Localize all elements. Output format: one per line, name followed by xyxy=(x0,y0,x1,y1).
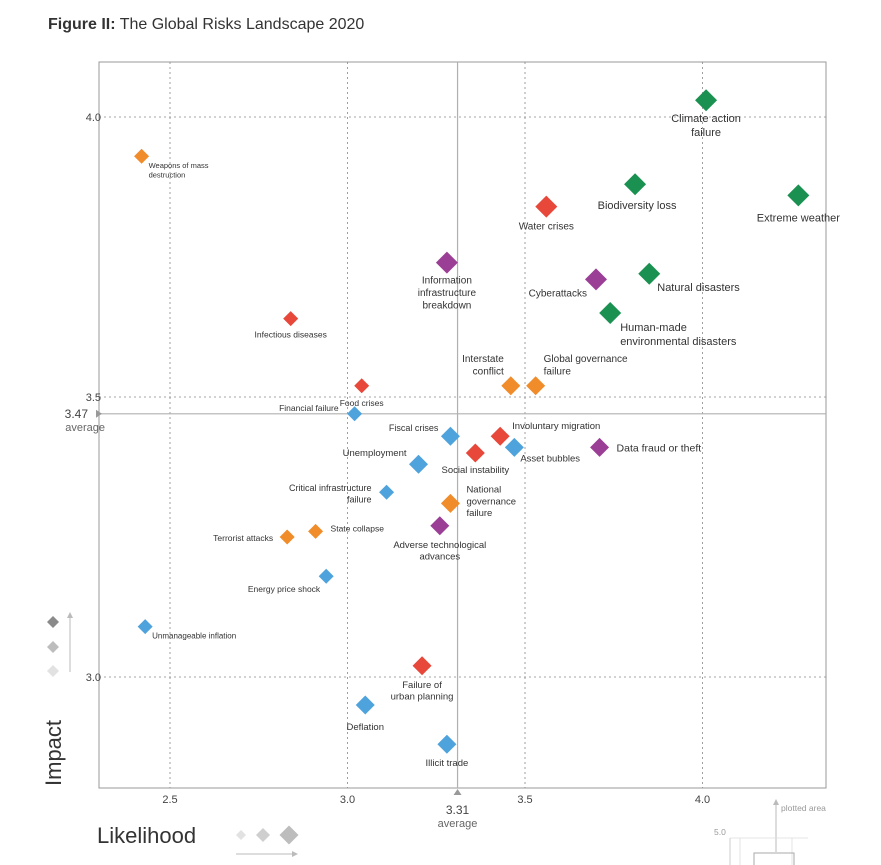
likelihood-legend-diamond-small xyxy=(236,830,246,840)
y-tick-label: 4.0 xyxy=(86,112,101,124)
point-label: Climate action failure xyxy=(671,113,741,139)
point-label: Financial failure xyxy=(279,403,339,413)
average-x-value: 3.31 xyxy=(446,803,470,817)
point-label: Biodiversity loss xyxy=(598,200,677,212)
risk-point xyxy=(504,437,524,457)
y-tick-label: 3.5 xyxy=(86,392,101,404)
risk-point xyxy=(134,148,150,164)
x-tick-label: 3.0 xyxy=(340,794,355,806)
grid-lines xyxy=(99,62,826,788)
x-tick-label: 4.0 xyxy=(695,794,710,806)
likelihood-arrow-head xyxy=(292,851,298,857)
point-label: Interstate conflict xyxy=(462,354,504,378)
risk-point xyxy=(599,302,622,324)
point-label: Extreme weather xyxy=(757,212,840,224)
point-label: Energy price shock xyxy=(248,584,321,594)
x-axis-title: Likelihood xyxy=(97,823,196,848)
risk-point xyxy=(409,454,428,474)
likelihood-legend-diamond-large xyxy=(279,825,299,845)
figure-title: Figure II: The Global Risks Landscape 20… xyxy=(48,16,364,34)
risk-point xyxy=(590,437,610,457)
point-label: Social instability xyxy=(442,465,510,476)
point-label: Human-made environmental disasters xyxy=(620,322,737,348)
point-label: Adverse technological advances xyxy=(393,540,486,563)
average-y-label: average xyxy=(65,422,105,434)
data-points xyxy=(134,89,810,754)
impact-legend-diamond-dark xyxy=(47,616,59,628)
risk-point xyxy=(308,523,324,539)
point-label: Food crises xyxy=(340,398,384,408)
risk-point xyxy=(440,426,460,446)
figure-title-text: The Global Risks Landscape 2020 xyxy=(119,16,365,33)
risk-point xyxy=(355,695,375,715)
point-label: Illicit trade xyxy=(426,758,469,769)
risk-point xyxy=(354,378,370,394)
point-label: Critical infrastructure failure xyxy=(289,483,372,504)
average-x-marker xyxy=(453,789,462,795)
risk-point xyxy=(283,311,299,327)
point-label: Unemployment xyxy=(343,448,407,459)
point-label: Natural disasters xyxy=(657,282,740,294)
point-label: National governance failure xyxy=(466,484,516,519)
risk-point xyxy=(430,516,450,536)
risk-point xyxy=(279,529,295,545)
risk-point xyxy=(787,184,810,207)
axis-decorations: Impact Likelihood plotted area 5.0 xyxy=(41,612,826,865)
point-label: Information infrastructure breakdown xyxy=(418,276,477,312)
point-label: Asset bubbles xyxy=(520,453,580,464)
risk-point xyxy=(490,426,510,446)
x-tick-label: 3.5 xyxy=(517,794,532,806)
risk-point xyxy=(347,406,363,422)
point-label: Deflation xyxy=(347,722,385,733)
impact-legend-diamond-mid xyxy=(47,641,59,653)
figure-prefix: Figure II: xyxy=(48,16,116,33)
point-label: Cyberattacks xyxy=(529,288,587,299)
impact-legend-diamond-light xyxy=(47,665,59,677)
risk-point xyxy=(535,195,558,218)
point-label: Water crises xyxy=(519,222,574,233)
inset-value: 5.0 xyxy=(714,827,726,837)
point-label: Failure of urban planning xyxy=(391,680,454,703)
point-label: Data fraud or theft xyxy=(617,442,702,454)
inset-pointer-head xyxy=(773,799,779,805)
inset-label: plotted area xyxy=(781,803,826,813)
risk-point xyxy=(695,89,718,112)
point-label: Fiscal crises xyxy=(389,423,439,433)
point-label: Weapons of mass destruction xyxy=(149,161,209,179)
risk-point xyxy=(318,568,334,584)
axis-ticks: 2.5 3.0 3.5 4.0 3.0 3.5 4.0 xyxy=(86,112,710,806)
x-tick-label: 2.5 xyxy=(162,794,177,806)
impact-arrow-head xyxy=(67,612,73,618)
likelihood-legend-diamond-mid xyxy=(256,828,270,842)
point-label: Unmanageable inflation xyxy=(152,632,236,641)
risk-point xyxy=(465,443,485,463)
risk-point xyxy=(624,173,647,196)
point-label: Involuntary migration xyxy=(512,421,600,432)
plot-frame xyxy=(98,61,827,789)
plot-border xyxy=(98,61,827,789)
risk-point xyxy=(501,376,521,396)
point-label: Global governance failure xyxy=(544,354,628,378)
point-labels: Climate action failure Extreme weather Biod… xyxy=(149,113,841,769)
risk-point xyxy=(585,268,607,291)
risk-point xyxy=(379,484,395,500)
point-label: Terrorist attacks xyxy=(213,533,273,543)
risk-point xyxy=(526,376,546,396)
risk-point xyxy=(412,656,432,676)
average-y-value: 3.47 xyxy=(65,407,89,421)
inset-plotted-area xyxy=(753,852,795,865)
average-x-label: average xyxy=(438,818,478,830)
risk-point xyxy=(137,619,153,635)
y-tick-label: 3.0 xyxy=(86,672,101,684)
risk-point xyxy=(638,262,661,285)
point-label: State collapse xyxy=(331,523,385,533)
y-axis-title: Impact xyxy=(41,720,66,786)
risk-point xyxy=(435,251,458,274)
point-label: Infectious diseases xyxy=(255,330,327,340)
risk-point xyxy=(440,493,460,513)
average-y-marker xyxy=(96,409,102,418)
risk-point xyxy=(437,734,457,754)
